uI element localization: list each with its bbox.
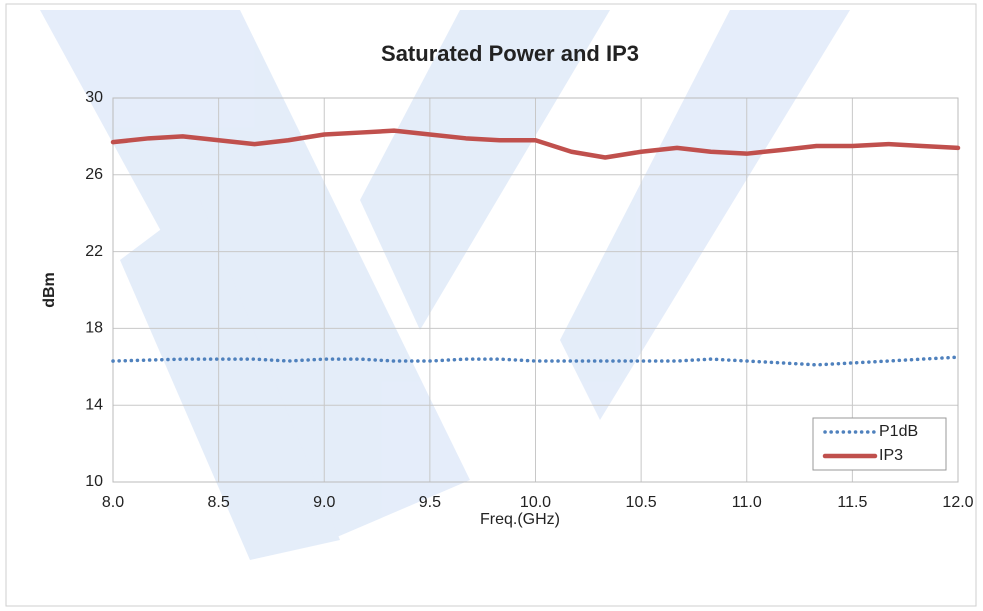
x-tick-label: 10.0 (520, 494, 551, 511)
x-tick-label: 10.5 (626, 494, 657, 511)
y-tick-label: 18 (85, 320, 103, 337)
series-line (111, 355, 960, 367)
y-tick-label: 30 (85, 89, 103, 106)
y-tick-label: 14 (85, 396, 103, 413)
plot-frame (112, 97, 959, 483)
x-axis-label: Freq.(GHz) (480, 511, 560, 528)
y-tick-label: 26 (85, 166, 103, 183)
x-tick-label: 8.0 (102, 494, 124, 511)
legend-box (812, 417, 947, 471)
x-tick-label: 12.0 (942, 494, 973, 511)
x-tick-label: 9.5 (419, 494, 441, 511)
y-axis-label: dBm (41, 272, 58, 308)
chart-border (5, 3, 977, 607)
watermark (40, 10, 850, 560)
legend-label: IP3 (879, 447, 903, 464)
x-tick-label: 11.5 (837, 494, 867, 511)
x-tick-label: 8.5 (208, 494, 230, 511)
y-tick-label: 22 (85, 243, 103, 260)
series-line (110, 128, 961, 160)
x-tick-label: 11.0 (732, 494, 762, 511)
y-tick-label: 10 (85, 473, 103, 490)
x-tick-label: 9.0 (313, 494, 335, 511)
chart-title: Saturated Power and IP3 (381, 41, 639, 66)
legend-label: P1dB (879, 423, 918, 440)
